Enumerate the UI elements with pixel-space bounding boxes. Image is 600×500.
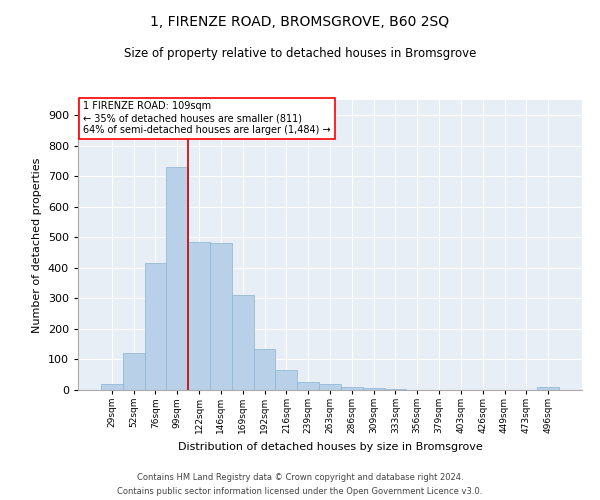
Text: Size of property relative to detached houses in Bromsgrove: Size of property relative to detached ho… <box>124 48 476 60</box>
Bar <box>210 244 232 390</box>
Bar <box>341 387 363 390</box>
Bar <box>275 370 297 390</box>
Text: 1, FIRENZE ROAD, BROMSGROVE, B60 2SQ: 1, FIRENZE ROAD, BROMSGROVE, B60 2SQ <box>151 15 449 29</box>
Bar <box>232 296 254 390</box>
Bar <box>123 354 145 390</box>
Bar <box>363 388 385 390</box>
Text: Contains HM Land Registry data © Crown copyright and database right 2024.: Contains HM Land Registry data © Crown c… <box>137 472 463 482</box>
Bar <box>188 242 210 390</box>
Y-axis label: Number of detached properties: Number of detached properties <box>32 158 42 332</box>
Bar <box>145 264 166 390</box>
Bar <box>101 384 123 390</box>
Bar <box>537 387 559 390</box>
Bar <box>254 349 275 390</box>
Bar <box>319 384 341 390</box>
Bar <box>297 382 319 390</box>
Bar <box>166 167 188 390</box>
Text: 1 FIRENZE ROAD: 109sqm
← 35% of detached houses are smaller (811)
64% of semi-de: 1 FIRENZE ROAD: 109sqm ← 35% of detached… <box>83 102 331 134</box>
X-axis label: Distribution of detached houses by size in Bromsgrove: Distribution of detached houses by size … <box>178 442 482 452</box>
Text: Contains public sector information licensed under the Open Government Licence v3: Contains public sector information licen… <box>118 488 482 496</box>
